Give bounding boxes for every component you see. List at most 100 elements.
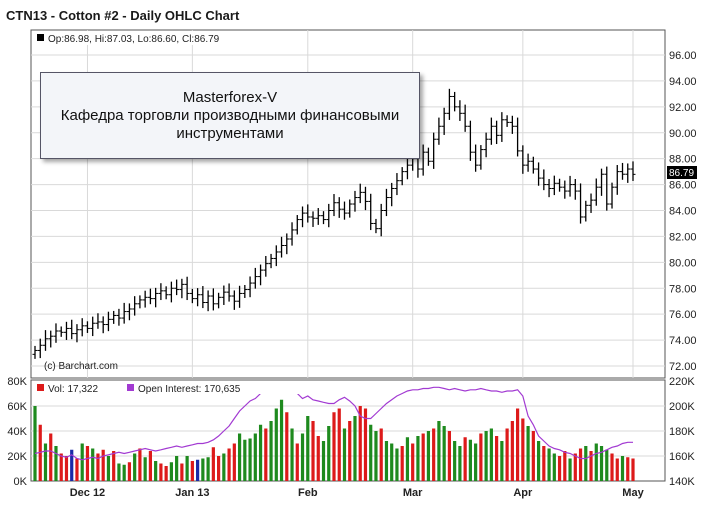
volume-bar bbox=[552, 453, 556, 481]
volume-bar bbox=[274, 408, 278, 481]
month-label: Apr bbox=[513, 487, 533, 499]
ohlc-bar bbox=[132, 296, 138, 316]
volume-bar bbox=[599, 446, 604, 481]
volume-bar bbox=[631, 458, 635, 481]
ohlc-bar bbox=[536, 162, 542, 186]
ohlc-bar bbox=[436, 117, 442, 145]
volume-bar bbox=[626, 457, 630, 481]
volume-bar bbox=[243, 439, 247, 481]
volume-bar bbox=[164, 466, 168, 481]
volume-bar bbox=[80, 443, 84, 481]
ohlc-bar bbox=[231, 290, 237, 310]
volume-bar bbox=[91, 448, 95, 481]
volume-legend-swatch bbox=[37, 384, 44, 391]
oi-tick-label: 220K bbox=[669, 376, 695, 388]
volume-bar bbox=[353, 416, 357, 481]
volume-bar bbox=[316, 436, 320, 481]
ohlc-bar bbox=[111, 310, 117, 324]
volume-bar bbox=[49, 433, 53, 481]
volume-bar bbox=[127, 462, 132, 481]
ohlc-bar bbox=[315, 208, 321, 225]
ohlc-bar bbox=[147, 288, 153, 305]
month-label: Feb bbox=[298, 487, 318, 499]
volume-bar bbox=[578, 448, 583, 481]
ohlc-bar bbox=[557, 178, 563, 192]
last-price-box bbox=[667, 166, 697, 179]
volume-bar bbox=[390, 443, 394, 481]
volume-bar bbox=[400, 446, 404, 481]
ohlc-bar bbox=[525, 153, 531, 172]
ohlc-bar bbox=[310, 211, 316, 227]
overlay-line3: инструментами bbox=[176, 125, 284, 142]
ohlc-bar bbox=[168, 281, 174, 303]
volume-bar bbox=[337, 408, 341, 481]
price-bars bbox=[32, 88, 636, 359]
price-tick-label: 78.00 bbox=[669, 283, 697, 295]
ohlc-bar bbox=[620, 162, 626, 180]
ohlc-bar bbox=[289, 222, 295, 246]
overlay-line1: Masterforex-V bbox=[182, 89, 278, 106]
ohlc-bar bbox=[189, 288, 195, 304]
volume-bar bbox=[43, 443, 48, 481]
ohlc-bar bbox=[499, 112, 505, 142]
ohlc-bar bbox=[562, 180, 568, 199]
volume-bar bbox=[253, 433, 257, 481]
ohlc-bar bbox=[604, 166, 610, 211]
price-tick-label: 96.00 bbox=[669, 50, 697, 62]
ohlc-bar bbox=[74, 324, 80, 343]
ohlc-bar bbox=[494, 120, 500, 145]
volume-bar bbox=[154, 461, 158, 481]
price-tick-label: 92.00 bbox=[669, 102, 697, 114]
open-interest-legend-swatch bbox=[127, 384, 134, 391]
volume-bar bbox=[264, 428, 268, 481]
volume-bar bbox=[96, 453, 100, 481]
volume-bar bbox=[515, 408, 520, 481]
ohlc-bar bbox=[200, 286, 206, 309]
volume-bar bbox=[615, 458, 619, 481]
volume-bar bbox=[327, 426, 331, 481]
price-tick-label: 82.00 bbox=[669, 231, 697, 243]
volume-bar bbox=[542, 446, 546, 481]
oi-tick-label: 160K bbox=[669, 451, 695, 463]
ohlc-bar bbox=[389, 182, 395, 207]
ohlc-bar bbox=[32, 345, 38, 359]
price-tick-label: 72.00 bbox=[669, 361, 697, 373]
volume-bar bbox=[269, 421, 273, 481]
oi-tick-label: 180K bbox=[669, 426, 695, 438]
volume-tick-label: 0K bbox=[14, 476, 28, 488]
volume-bar bbox=[117, 463, 121, 481]
ohlc-readout-marker bbox=[37, 34, 44, 41]
volume-bar bbox=[206, 457, 210, 481]
ohlc-bar bbox=[336, 197, 342, 218]
ohlc-bar bbox=[100, 316, 106, 334]
volume-bar bbox=[605, 449, 609, 481]
copyright: (c) Barchart.com bbox=[44, 361, 118, 372]
volume-bar bbox=[568, 458, 572, 481]
ohlc-bar bbox=[630, 161, 636, 181]
volume-tick-label: 60K bbox=[7, 401, 27, 413]
ohlc-bar bbox=[263, 255, 269, 277]
month-label: Jan 13 bbox=[175, 487, 209, 499]
volume-bar bbox=[384, 441, 389, 481]
volume-bar bbox=[59, 453, 63, 481]
volume-bar bbox=[563, 451, 567, 481]
ohlc-bar bbox=[378, 203, 384, 237]
ohlc-readout: Op:86.98, Hi:87.03, Lo:86.60, Cl:86.79 bbox=[48, 34, 220, 45]
volume-bars bbox=[33, 399, 635, 481]
ohlc-bar bbox=[341, 201, 347, 220]
open-interest-line bbox=[34, 386, 633, 461]
month-label: Dec 12 bbox=[70, 487, 105, 499]
volume-bar bbox=[416, 436, 420, 481]
ohlc-bar bbox=[63, 321, 69, 340]
volume-bar bbox=[573, 453, 577, 481]
ohlc-bar bbox=[226, 283, 232, 302]
ohlc-bar bbox=[593, 178, 599, 206]
volume-bar bbox=[447, 431, 452, 481]
ohlc-bar bbox=[541, 169, 547, 191]
ohlc-bar bbox=[273, 245, 279, 267]
volume-bar bbox=[426, 431, 431, 481]
price-tick-label: 90.00 bbox=[669, 128, 697, 140]
volume-bar bbox=[216, 456, 221, 481]
volume-bar bbox=[363, 408, 368, 481]
